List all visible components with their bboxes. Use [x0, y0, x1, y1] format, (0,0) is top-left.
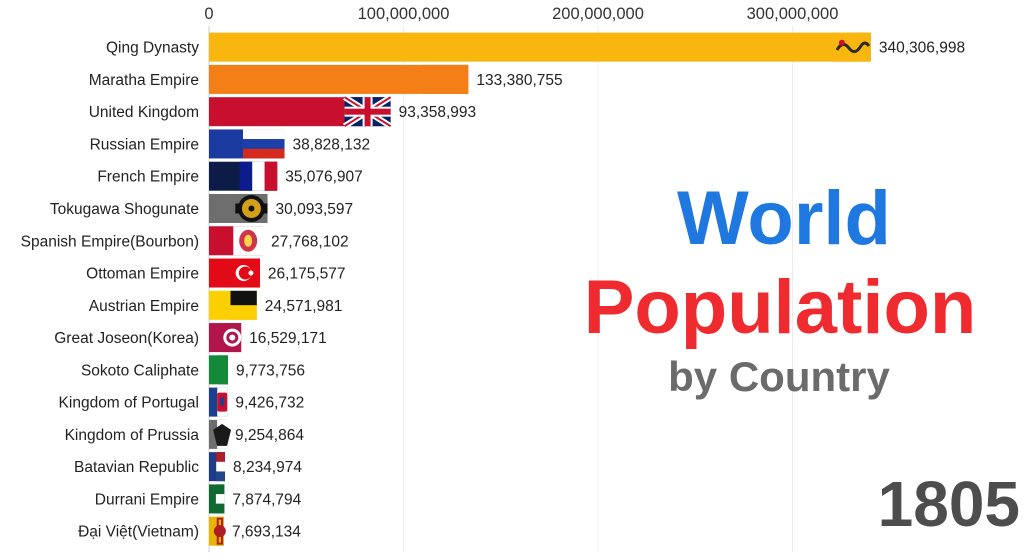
value-label: 133,380,755 — [476, 72, 562, 89]
union-jack-flag-icon — [342, 94, 393, 129]
country-label: Qing Dynasty — [106, 40, 199, 57]
year-label: 1805 — [877, 468, 1020, 540]
country-label: Ottoman Empire — [86, 266, 199, 283]
value-label: 9,254,864 — [235, 427, 304, 444]
country-label: Batavian Republic — [74, 459, 199, 476]
batavian-flag-icon — [216, 452, 226, 482]
bar — [209, 32, 871, 62]
value-label: 26,175,577 — [268, 266, 346, 283]
russian-flag-icon — [242, 129, 285, 159]
value-label: 27,768,102 — [271, 233, 349, 250]
country-label: Austrian Empire — [89, 298, 199, 315]
country-label: Kingdom of Prussia — [65, 427, 200, 444]
country-label: Spanish Empire(Bourbon) — [21, 233, 199, 250]
country-label: United Kingdom — [89, 104, 199, 121]
french-flag-icon — [239, 161, 278, 191]
value-label: 8,234,974 — [233, 459, 302, 476]
subtitle-by-country: by Country — [668, 353, 890, 400]
value-label: 7,693,134 — [232, 524, 301, 541]
x-tick-label: 300,000,000 — [747, 5, 839, 23]
ottoman-flag-icon — [231, 258, 260, 288]
joseon-flag-icon — [223, 323, 242, 353]
portuguese-arms-icon — [217, 387, 228, 417]
value-label: 35,076,907 — [285, 169, 363, 186]
country-label: Russian Empire — [90, 136, 199, 153]
x-tick-label: 0 — [204, 5, 213, 23]
tokugawa-crest-icon — [235, 194, 268, 222]
country-label: Great Joseon(Korea) — [54, 330, 199, 347]
durrani-flag-icon — [215, 484, 225, 514]
value-label: 24,571,981 — [265, 298, 343, 315]
value-label: 7,874,794 — [232, 491, 301, 508]
country-label: Durrani Empire — [95, 491, 199, 508]
x-tick-label: 100,000,000 — [358, 5, 450, 23]
maratha-flag-icon — [422, 64, 469, 94]
value-label: 16,529,171 — [249, 330, 327, 347]
x-tick-label: 200,000,000 — [552, 5, 644, 23]
vietnam-flag-icon — [213, 516, 226, 546]
sokoto-flag-icon — [217, 355, 229, 385]
value-label: 30,093,597 — [276, 201, 354, 218]
prussian-eagle-icon — [213, 419, 232, 449]
country-label: Tokugawa Shogunate — [50, 201, 199, 218]
dragon-flag-icon — [832, 32, 871, 62]
value-label: 38,828,132 — [293, 136, 371, 153]
title-world: World — [677, 176, 891, 261]
country-label: Maratha Empire — [89, 72, 199, 89]
country-label: French Empire — [97, 169, 199, 186]
austrian-flag-icon — [230, 290, 257, 320]
value-label: 93,358,993 — [399, 104, 477, 121]
spanish-arms-icon — [233, 226, 264, 256]
value-label: 9,426,732 — [235, 395, 304, 412]
title-population: Population — [583, 265, 977, 350]
country-label: Sokoto Caliphate — [81, 362, 199, 379]
value-label: 340,306,998 — [879, 40, 965, 57]
country-label: Kingdom of Portugal — [59, 395, 199, 412]
country-label: Đại Việt(Vietnam) — [78, 524, 199, 541]
value-label: 9,773,756 — [236, 362, 305, 379]
